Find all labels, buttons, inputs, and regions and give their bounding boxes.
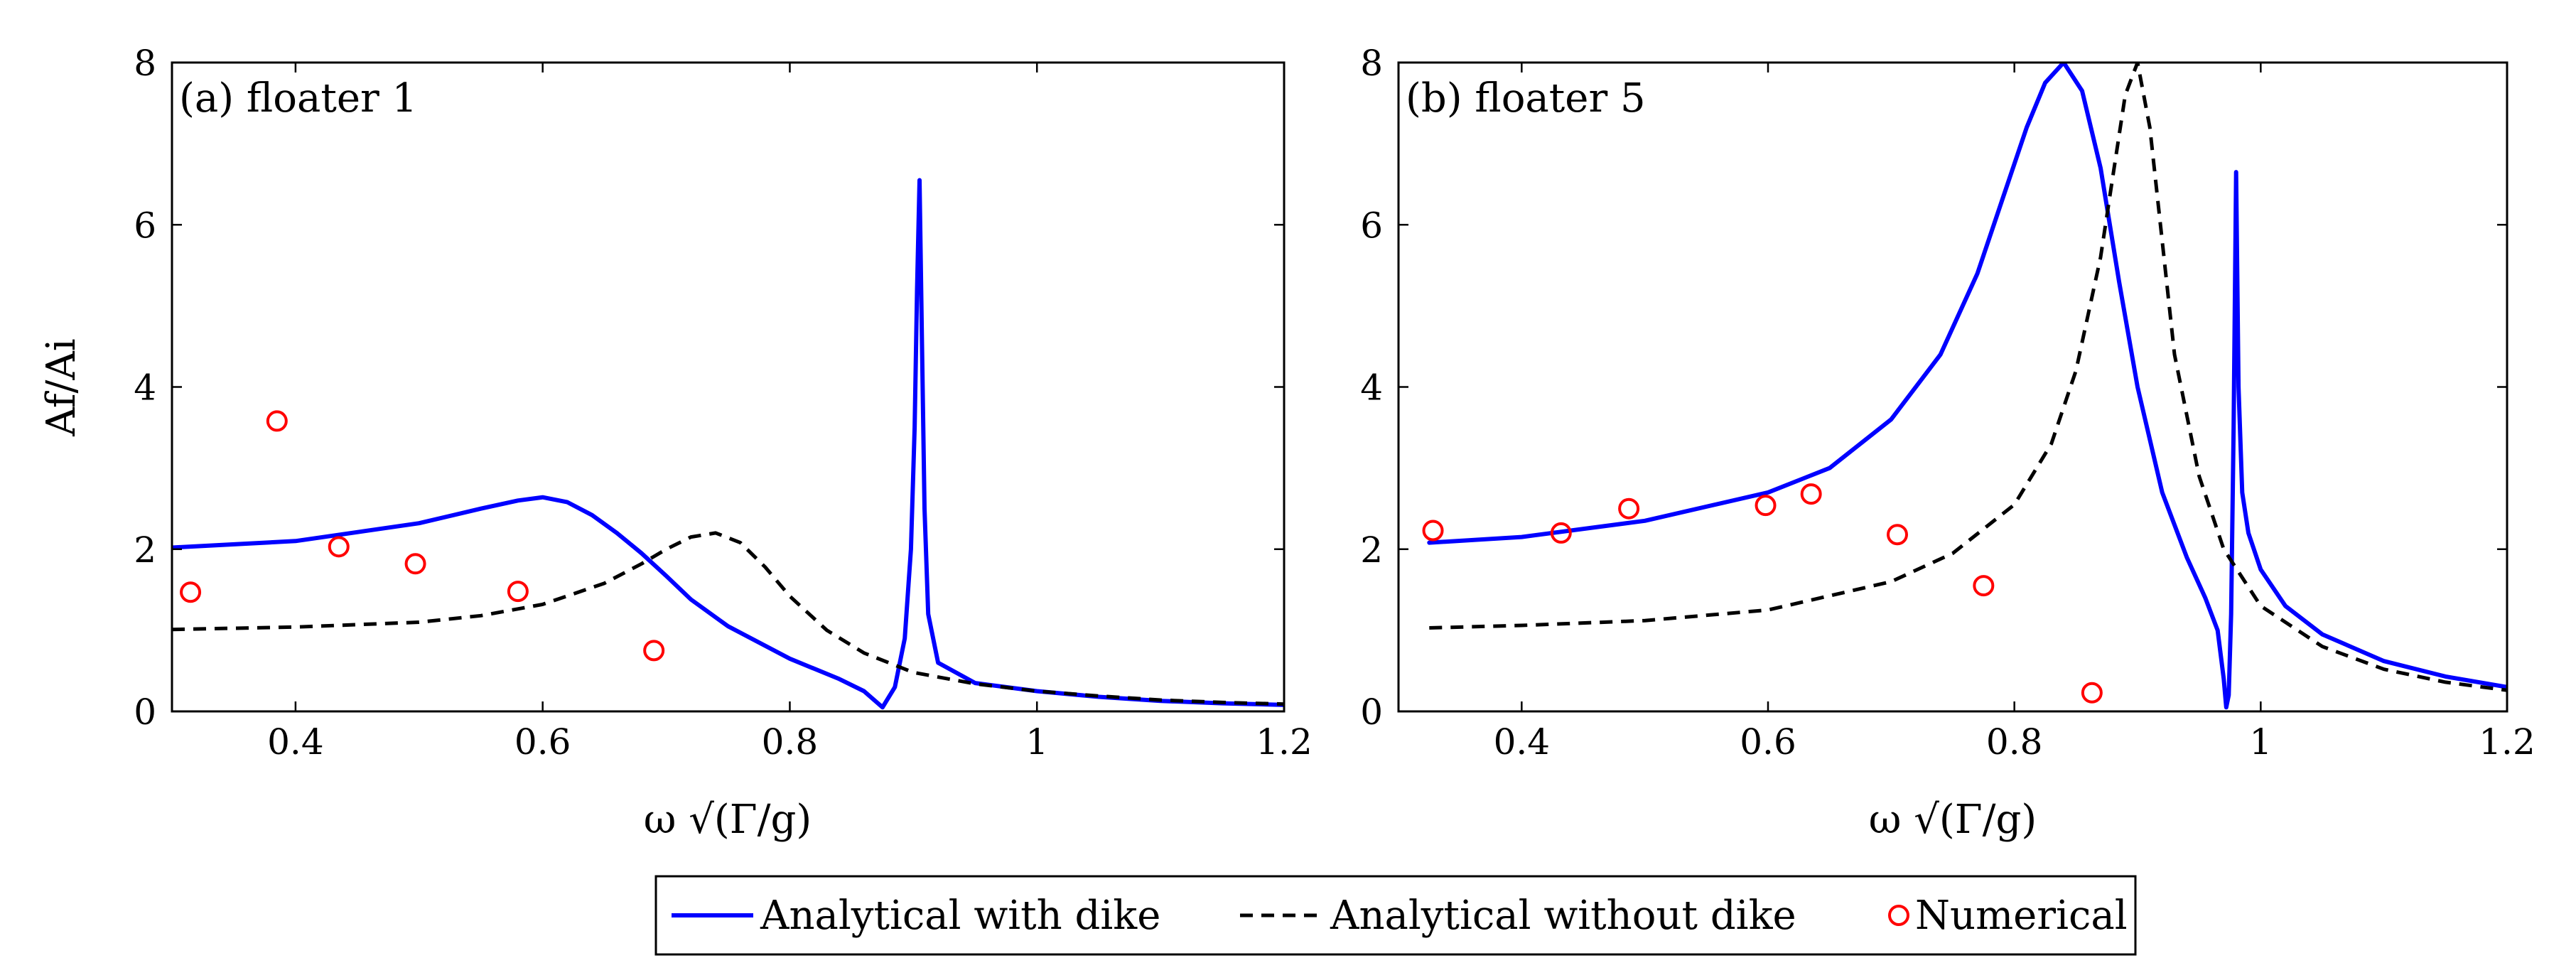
numerical-point <box>643 640 665 662</box>
panel-a-xlabel: ω √(Γ/g) <box>644 797 812 843</box>
numerical-point <box>1973 575 1995 597</box>
panel-b-markers <box>1422 483 2103 704</box>
panel-a-frame <box>171 61 1286 713</box>
series-line-without-dike <box>172 531 1284 706</box>
y-tick-label: 0 <box>1360 691 1383 733</box>
numerical-point <box>1550 522 1572 544</box>
numerical-point <box>2081 682 2103 704</box>
x-tick-label: 0.8 <box>762 721 819 763</box>
panel-b-ticks: 0.4 0.6 0.8 1 1.2 0 2 4 6 8 <box>1360 43 2535 763</box>
y-tick-label: 2 <box>1360 529 1383 571</box>
panel-b-series <box>1427 63 2507 710</box>
panel-a-series <box>172 178 1284 710</box>
panel-b: 0.4 0.6 0.8 1 1.2 0 2 4 6 8 (b) floater 5 ω √(Γ/g… <box>1360 43 2535 843</box>
x-tick-label: 0.8 <box>1986 721 2043 763</box>
legend-entry-without-dike: Analytical without dike <box>1240 893 1796 939</box>
series-line-with-dike <box>172 178 1284 710</box>
panel-a-label: (a) floater 1 <box>179 75 417 122</box>
panel-b-label: (b) floater 5 <box>1406 75 1646 122</box>
legend-swatch-marker <box>1888 905 1909 926</box>
numerical-point <box>1800 483 1822 505</box>
y-tick-label: 8 <box>134 43 156 84</box>
x-tick-label: 1 <box>2249 721 2272 763</box>
legend-entry-numerical: Numerical <box>1888 893 2128 939</box>
panel-a-markers <box>180 410 665 662</box>
x-tick-label: 1.2 <box>2479 721 2535 763</box>
panel-a-ticks: 0.4 0.6 0.8 1 1.2 0 2 4 6 8 <box>134 43 1313 763</box>
y-tick-label: 6 <box>1360 205 1383 246</box>
y-tick-label: 4 <box>134 367 156 409</box>
legend-label-with-dike: Analytical with dike <box>760 893 1160 939</box>
numerical-point <box>328 536 350 558</box>
legend-entry-with-dike: Analytical with dike <box>672 893 1160 939</box>
numerical-point <box>180 581 202 603</box>
y-tick-label: 6 <box>134 205 156 246</box>
numerical-point <box>266 410 288 432</box>
series-line-without-dike <box>1429 63 2507 692</box>
x-tick-label: 0.6 <box>1740 721 1796 763</box>
legend: Analytical with dike Analytical without … <box>654 875 2137 956</box>
y-tick-label: 4 <box>1360 367 1383 409</box>
x-tick-label: 0.6 <box>514 721 571 763</box>
legend-label-numerical: Numerical <box>1915 893 2128 939</box>
numerical-point <box>1887 524 1908 546</box>
numerical-point <box>1755 495 1777 517</box>
numerical-point <box>1422 520 1444 542</box>
panel-a-ylabel: Af/Ai <box>38 338 85 436</box>
panel-b-xlabel: ω √(Γ/g) <box>1869 797 2037 843</box>
panel-b-frame <box>1397 61 2508 713</box>
series-line-with-dike <box>1427 63 2507 710</box>
numerical-point <box>404 553 426 575</box>
x-tick-label: 0.4 <box>1494 721 1551 763</box>
x-tick-label: 1 <box>1025 721 1048 763</box>
numerical-point <box>507 581 529 603</box>
y-tick-label: 0 <box>134 691 156 733</box>
numerical-point <box>1618 497 1640 520</box>
y-tick-label: 2 <box>134 529 156 571</box>
x-tick-label: 0.4 <box>267 721 324 763</box>
x-tick-label: 1.2 <box>1256 721 1313 763</box>
panel-a: 0.4 0.6 0.8 1 1.2 0 2 4 6 8 (a) floater 1 ω √(Γ/g… <box>38 43 1313 843</box>
y-tick-label: 8 <box>1360 43 1383 84</box>
legend-label-without-dike: Analytical without dike <box>1330 893 1796 939</box>
